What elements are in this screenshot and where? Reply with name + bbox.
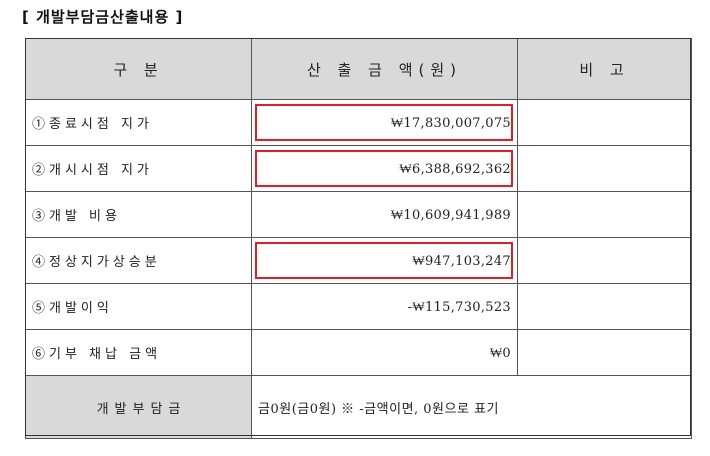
row-label: ①종료시점 지가	[25, 99, 252, 146]
table-footer-row: 개발부담금 금0원(금0원) ※ -금액이면, 0원으로 표기	[25, 375, 692, 439]
table-row: ④정상지가상승분 ₩947,103,247	[25, 237, 692, 284]
table-header-row: 구 분 산 출 금 액(원) 비 고	[25, 38, 692, 100]
development-charge-table: 구 분 산 출 금 액(원) 비 고 ①종료시점 지가 ₩17,830,007,…	[25, 38, 692, 439]
footer-note: 금0원(금0원) ※ -금액이면, 0원으로 표기	[251, 375, 692, 439]
table-row: ③개발 비용 ₩10,609,941,989	[25, 191, 692, 238]
section-title: [ 개발부담금산출내용 ]	[22, 8, 184, 26]
row-remark	[517, 283, 692, 330]
table-row: ⑥기부 채납 금액 ₩0	[25, 329, 692, 376]
table-row: ⑤개발이익 -₩115,730,523	[25, 283, 692, 330]
footer-label: 개발부담금	[25, 375, 252, 439]
row-amount: ₩17,830,007,075	[251, 99, 518, 146]
header-category: 구 분	[25, 38, 252, 100]
table-row: ②개시시점 지가 ₩6,388,692,362	[25, 145, 692, 192]
row-amount: ₩6,388,692,362	[251, 145, 518, 192]
row-remark	[517, 99, 692, 146]
row-amount: ₩10,609,941,989	[251, 191, 518, 238]
row-label: ④정상지가상승분	[25, 237, 252, 284]
row-label: ⑤개발이익	[25, 283, 252, 330]
row-amount: -₩115,730,523	[251, 283, 518, 330]
row-remark	[517, 145, 692, 192]
row-label: ②개시시점 지가	[25, 145, 252, 192]
row-remark	[517, 329, 692, 376]
row-label: ③개발 비용	[25, 191, 252, 238]
header-remark: 비 고	[517, 38, 692, 100]
row-remark	[517, 237, 692, 284]
row-amount: ₩0	[251, 329, 518, 376]
row-amount: ₩947,103,247	[251, 237, 518, 284]
row-remark	[517, 191, 692, 238]
row-label: ⑥기부 채납 금액	[25, 329, 252, 376]
table-row: ①종료시점 지가 ₩17,830,007,075	[25, 99, 692, 146]
header-amount: 산 출 금 액(원)	[251, 38, 518, 100]
